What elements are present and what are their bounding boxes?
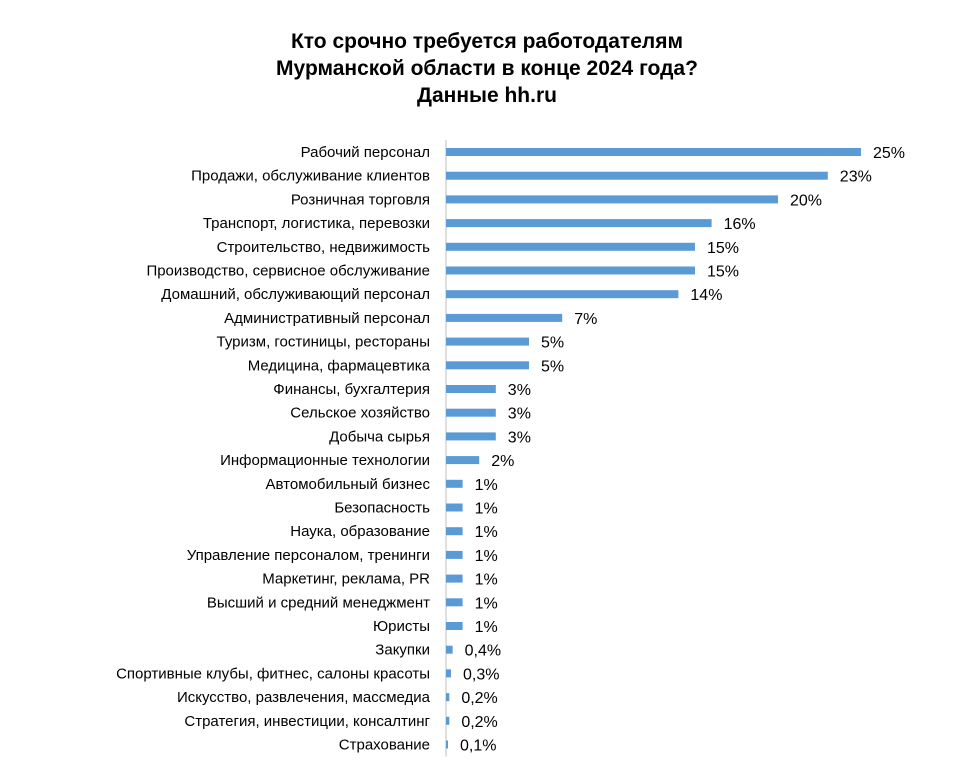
bar [446,408,496,417]
category-label: Управление персоналом, тренинги [187,547,430,564]
chart-title-line-2: Мурманской области в конце 2024 года? [276,57,698,80]
bar [446,574,463,583]
data-label: 20% [790,192,822,209]
chart-title: Кто срочно требуется работодателям Мурма… [0,28,974,109]
category-label: Туризм, гостиницы, рестораны [217,334,430,351]
bar [446,219,712,228]
category-label: Домашний, обслуживающий персонал [161,286,430,303]
data-label: 1% [475,501,498,518]
bar [446,361,529,370]
bar [446,669,451,678]
data-label: 23% [840,169,872,186]
data-label: 5% [541,335,564,352]
data-label: 15% [707,240,739,257]
bar [446,290,679,299]
category-label: Строительство, недвижимость [217,239,431,256]
category-label: Наука, образование [290,523,430,540]
data-label: 15% [707,264,739,281]
category-label: Продажи, обслуживание клиентов [191,168,430,185]
data-label: 3% [508,429,531,446]
category-label: Производство, сервисное обслуживание [146,263,430,280]
bar [446,503,463,512]
data-label: 16% [724,216,756,233]
data-label: 5% [541,358,564,375]
bar [446,693,450,702]
category-label: Транспорт, логистика, перевозки [203,215,430,232]
data-label: 2% [491,453,514,470]
category-label: Искусство, развлечения, массмедиа [177,689,431,706]
category-label: Рабочий персонал [301,144,430,161]
data-label: 0,4% [465,643,501,660]
bar [446,266,695,275]
category-label: Юристы [373,618,430,635]
category-label: Закупки [375,642,430,659]
data-label: 1% [475,595,498,612]
category-label: Финансы, бухгалтерия [273,381,430,398]
data-label: 3% [508,406,531,423]
data-label: 1% [475,572,498,589]
category-label: Стратегия, инвестиции, консалтинг [184,713,430,730]
chart-title-line-1: Кто срочно требуется работодателям [290,30,684,53]
data-label: 14% [690,287,722,304]
data-label: 1% [475,477,498,494]
category-label: Спортивные клубы, фитнес, салоны красоты [116,665,430,682]
bar [446,479,463,488]
bar [446,432,496,441]
chart-title-line-3: Данные hh.ru [417,84,557,107]
data-label: 3% [508,382,531,399]
category-label: Розничная торговля [291,191,430,208]
data-label: 0,3% [463,666,499,683]
category-label: Сельское хозяйство [290,405,430,422]
data-label: 0,2% [461,690,497,707]
category-label: Высший и средний менеджмент [207,594,430,611]
bar [446,622,463,630]
category-label: Информационные технологии [220,452,430,469]
category-label: Безопасность [334,500,430,517]
bar [446,337,529,346]
bar [446,527,463,536]
category-label: Маркетинг, реклама, PR [262,571,430,588]
bar [446,171,828,180]
data-label: 0,2% [461,714,497,731]
bar [446,456,480,465]
bar [446,598,463,607]
bar [446,195,778,204]
data-label: 1% [475,524,498,541]
category-label: Добыча сырья [329,428,430,445]
bar [446,645,453,654]
bar [446,385,496,393]
bar [446,148,861,156]
bar [446,313,563,322]
bar [446,550,463,559]
data-label: 1% [475,548,498,565]
plot-area: Рабочий персонал 25% Продажи, обслуживание… [116,140,905,757]
data-label: 1% [475,619,498,636]
category-label: Автомобильный бизнес [266,476,431,493]
bar [446,740,448,749]
data-label: 25% [873,145,905,162]
bar [446,242,695,251]
data-label: 7% [574,311,597,328]
category-label: Административный персонал [224,310,430,327]
category-label: Медицина, фармацевтика [248,357,431,374]
bar [446,716,450,725]
data-label: 0,1% [460,738,496,755]
category-label: Страхование [339,737,430,754]
